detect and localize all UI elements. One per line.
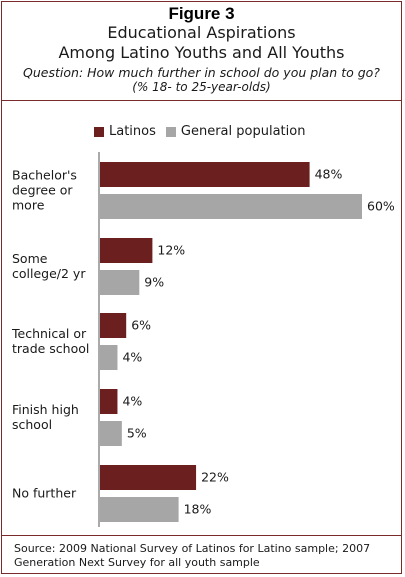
category-label: No further [12,486,77,501]
source-note: Source: 2009 National Survey of Latinos … [2,535,401,570]
chart-title-line-1: Educational Aspirations [107,23,296,42]
figure-header: Figure 3 Educational Aspirations Among L… [2,2,401,101]
data-label: 22% [201,470,229,485]
category-label: degree or [12,183,73,198]
chart-legend: Latinos General population [94,124,315,139]
data-label: 4% [122,350,142,365]
category-label: college/2 yr [12,266,86,281]
bar-latinos [100,389,118,414]
category-label: Some [12,251,48,266]
bar-general-population [100,194,362,219]
chart-title-line-2: Among Latino Youths and All Youths [58,43,345,62]
data-label: 5% [127,426,147,441]
data-label: 12% [157,243,185,258]
category-label: more [12,198,45,213]
bar-latinos [100,313,127,338]
bar-general-population [100,345,118,370]
legend-item-general-population: General population [165,124,306,139]
figure-label: Figure 3 [168,4,235,23]
data-label: 4% [122,394,142,409]
data-label: 60% [367,199,395,214]
data-label: 6% [131,318,151,333]
legend-label-general-population: General population [180,124,306,139]
survey-question: Question: How much further in school do … [23,65,380,80]
bar-latinos [100,162,310,187]
bar-latinos [100,465,197,490]
data-label: 48% [315,167,343,182]
category-label: Bachelor's [12,168,77,183]
bar-general-population [100,421,122,446]
category-label: school [12,417,52,432]
bar-general-population [100,270,140,295]
category-label: Finish high [12,402,79,417]
legend-label-latinos: Latinos [109,124,156,139]
legend-item-latinos: Latinos [94,124,156,139]
survey-subquestion: (% 18- to 25-year-olds) [132,80,271,94]
category-label: Technical or [11,326,87,341]
bar-latinos [100,238,153,263]
legend-swatch-general-population [165,126,176,137]
data-label: 9% [144,275,164,290]
legend-swatch-latinos [94,126,104,137]
category-label: trade school [12,341,89,356]
data-label: 18% [184,502,212,517]
bar-general-population [100,497,179,522]
